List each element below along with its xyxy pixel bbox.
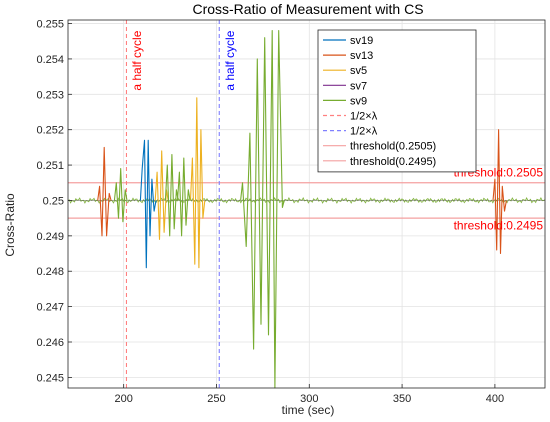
y-tick-label-7: 0.252 <box>36 125 64 137</box>
x-tick-label-4: 400 <box>486 393 504 405</box>
series-sv9-burst-1 <box>164 153 179 237</box>
series-sv9-burst-0 <box>113 168 128 223</box>
series-sv19-burst-0 <box>139 139 157 269</box>
series-sv9-burst-3 <box>240 58 260 350</box>
y-axis-label: Cross-Ratio <box>3 193 17 257</box>
y-tick-label-9: 0.254 <box>36 54 64 66</box>
legend-label-0: sv19 <box>350 35 373 47</box>
axes-box <box>67 19 546 389</box>
y-tick-label-2: 0.247 <box>36 302 64 314</box>
y-tick-label-10: 0.255 <box>36 19 64 31</box>
legend-label-6: 1/2×λ <box>350 126 378 138</box>
legend-label-2: sv5 <box>350 65 367 77</box>
y-tick-label-3: 0.248 <box>36 266 64 278</box>
legend-label-8: threshold(0.2495) <box>350 156 436 168</box>
series-sv9-burst-4 <box>258 30 285 389</box>
legend-label-4: sv9 <box>350 95 367 107</box>
chart-title: Cross-Ratio of Measurement with CS <box>192 1 423 17</box>
legend-label-1: sv13 <box>350 50 373 62</box>
x-tick-label-1: 250 <box>207 393 225 405</box>
annotation-0: a half cycle <box>130 30 144 90</box>
x-axis-label: time (sec) <box>282 403 335 417</box>
y-tick-label-1: 0.246 <box>36 337 64 349</box>
series-sv9-burst-2 <box>176 157 191 237</box>
series-sv13-burst-0 <box>97 146 112 237</box>
legend: sv19 sv13 sv5 sv7 sv9 1/2×λ 1/2×λ threshold(0.2… <box>317 29 477 173</box>
x-tick-label-3: 350 <box>393 393 411 405</box>
series-sv13-burst-1 <box>492 129 507 255</box>
legend-label-7: threshold(0.2505) <box>350 141 436 153</box>
y-tick-label-8: 0.253 <box>36 89 64 101</box>
y-tick-label-5: 0.25 <box>43 195 64 207</box>
series-sv5-burst-1 <box>189 97 206 269</box>
annotation-1: a half cycle <box>223 30 237 90</box>
x-tick-label-0: 200 <box>115 393 133 405</box>
legend-label-3: sv7 <box>350 80 367 92</box>
y-tick-label-4: 0.249 <box>36 231 64 243</box>
x-tick-label-2: 300 <box>300 393 318 405</box>
y-tick-label-0: 0.245 <box>36 372 64 384</box>
y-tick-label-6: 0.251 <box>36 160 64 172</box>
annotation-3: threshold:0.2495 <box>454 218 544 232</box>
legend-label-5: 1/2×λ <box>350 111 378 123</box>
